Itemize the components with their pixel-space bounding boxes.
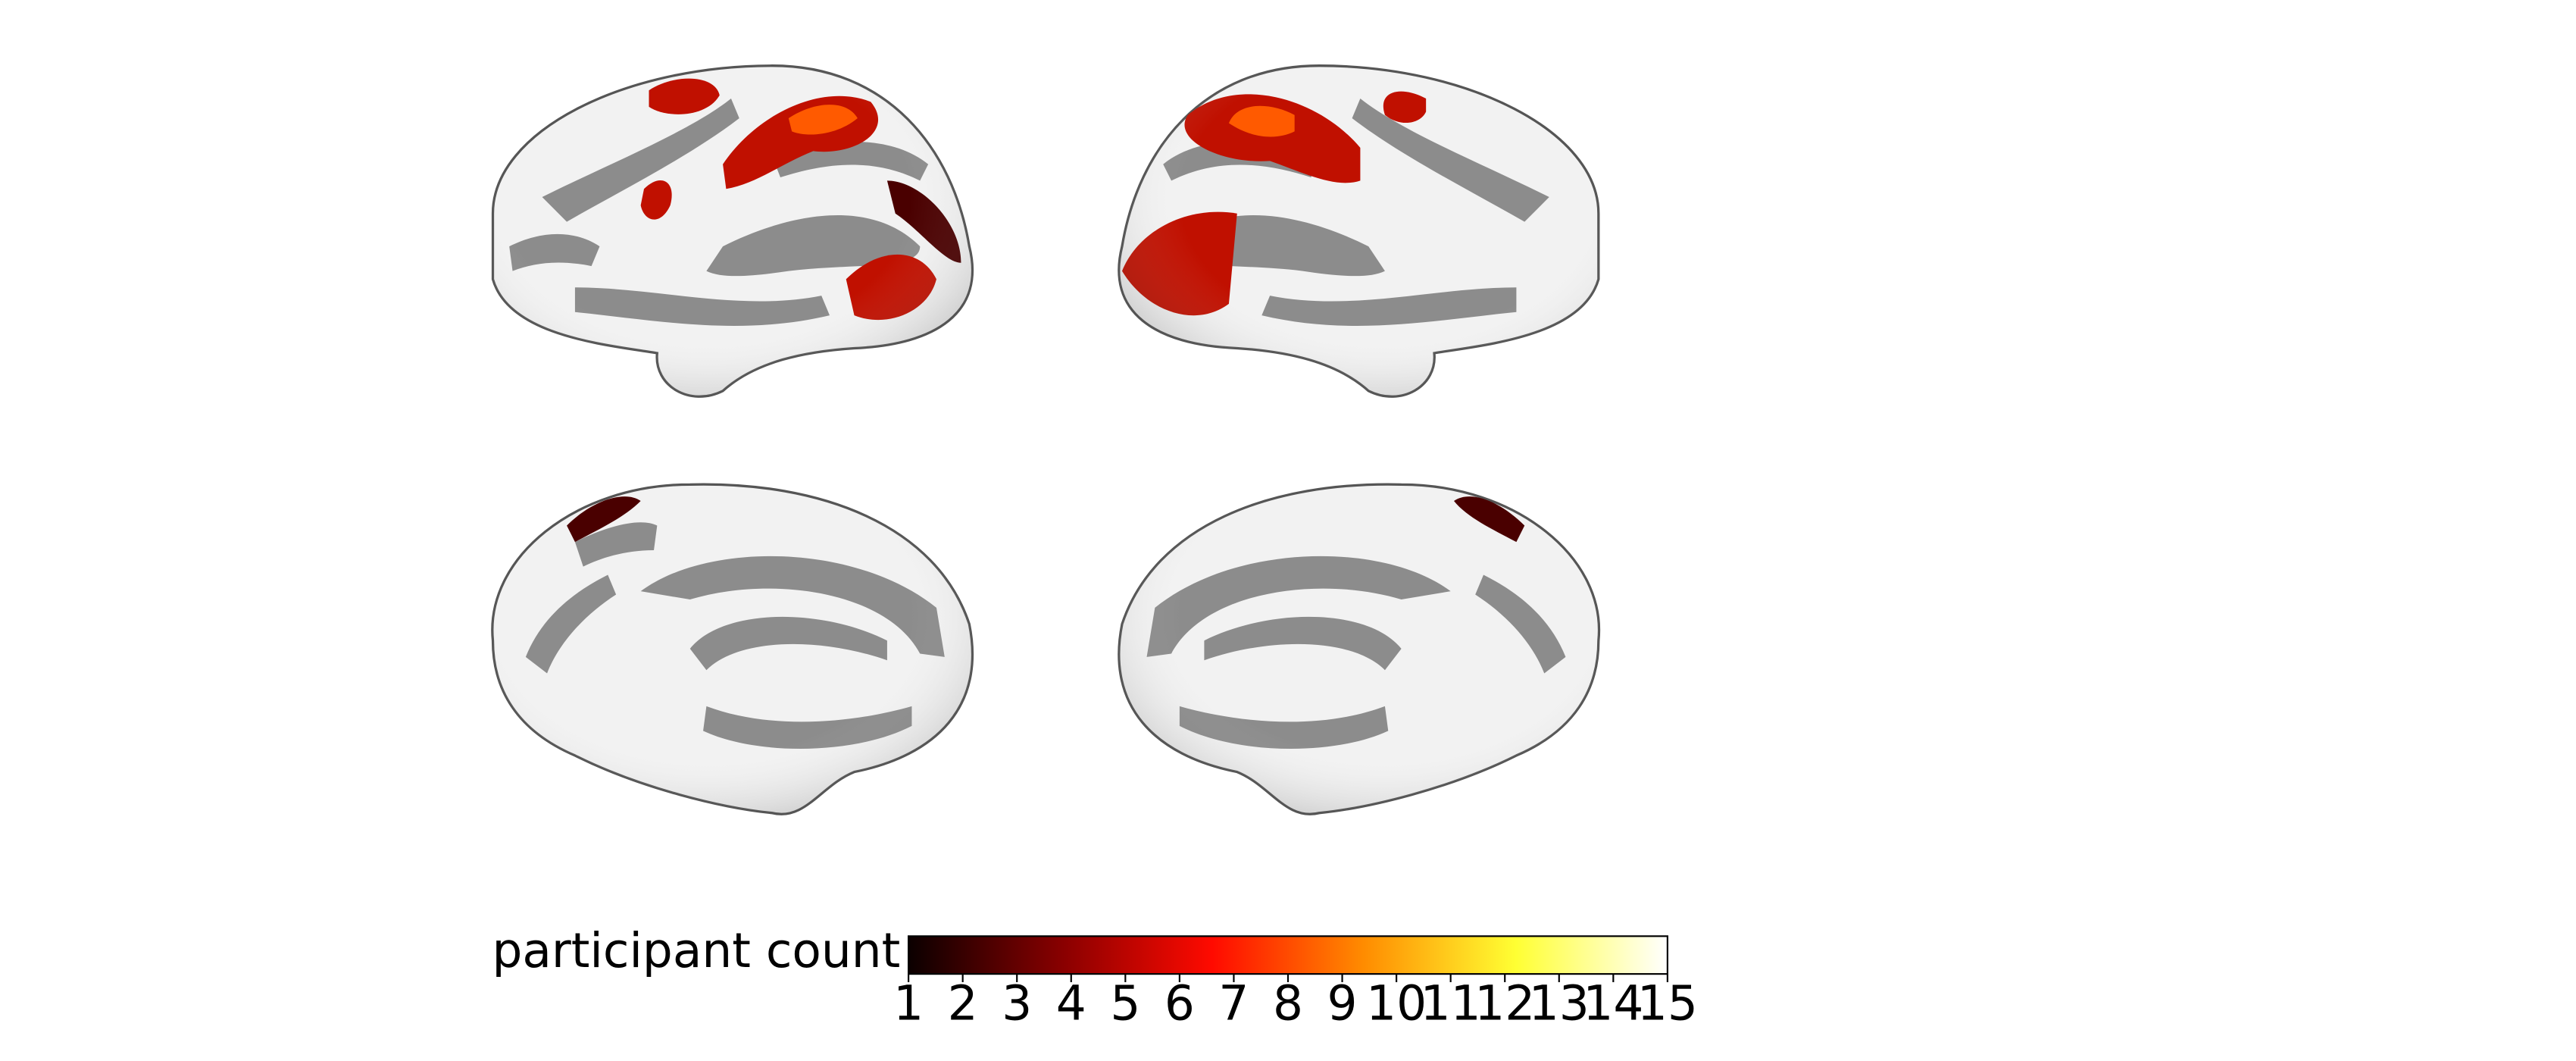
colorbar bbox=[908, 935, 1668, 975]
tick-label: 4 bbox=[1056, 976, 1086, 1031]
tick-label: 15 bbox=[1637, 976, 1698, 1031]
tick-label: 8 bbox=[1273, 976, 1303, 1031]
tick-label: 9 bbox=[1327, 976, 1358, 1031]
brain-left-lateral bbox=[491, 64, 974, 398]
colorbar-label: participant count bbox=[492, 923, 900, 978]
tick-label: 1 bbox=[893, 976, 924, 1031]
tick-label: 10 bbox=[1366, 976, 1427, 1031]
tick-label: 14 bbox=[1583, 976, 1643, 1031]
brain-left-medial bbox=[491, 483, 974, 815]
tick-label: 6 bbox=[1165, 976, 1195, 1031]
brain-right-lateral bbox=[1118, 64, 1600, 398]
tick-label: 2 bbox=[948, 976, 978, 1031]
tick-label: 7 bbox=[1218, 976, 1249, 1031]
tick-label: 5 bbox=[1110, 976, 1140, 1031]
tick-label: 12 bbox=[1474, 976, 1535, 1031]
tick-label: 13 bbox=[1529, 976, 1590, 1031]
tick-label: 3 bbox=[1002, 976, 1032, 1031]
tick-label: 11 bbox=[1421, 976, 1481, 1031]
brain-right-medial bbox=[1118, 483, 1601, 815]
